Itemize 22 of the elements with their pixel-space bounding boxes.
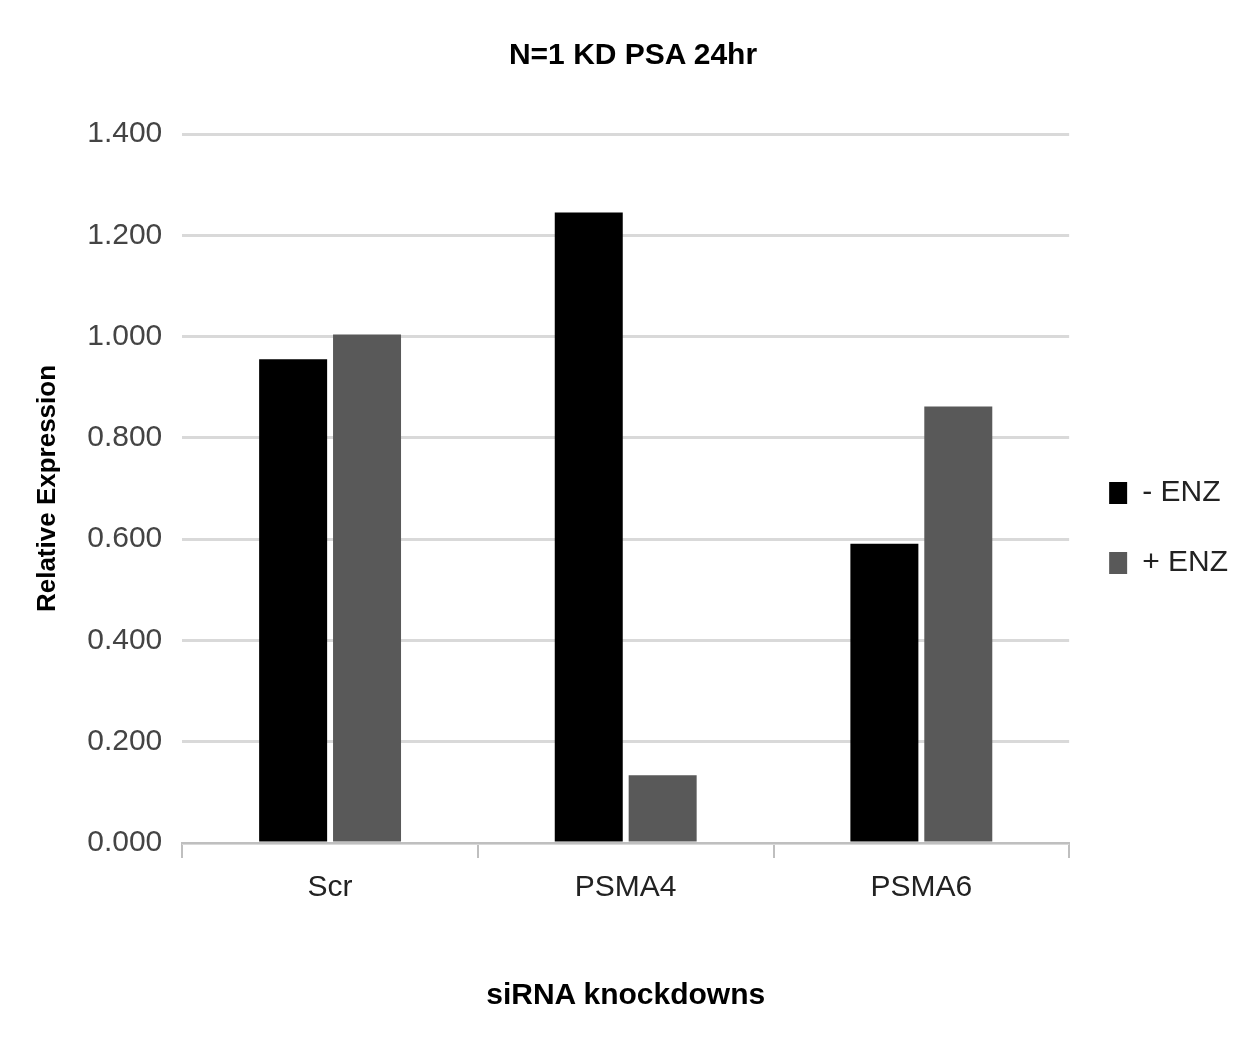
- bar: [259, 359, 328, 842]
- y-tick-label: 0.800: [87, 419, 163, 453]
- bar: [333, 334, 402, 842]
- y-tick-label: 1.000: [87, 317, 163, 351]
- bar: [628, 775, 697, 842]
- x-tick-label: Scr: [307, 869, 353, 903]
- y-tick-label: 0.600: [87, 520, 163, 554]
- x-axis-title: siRNA knockdowns: [486, 977, 766, 1011]
- y-axis-title: Relative Expression: [30, 364, 61, 613]
- chart-title: N=1 KD PSA 24hr: [508, 37, 758, 71]
- legend-label: + ENZ: [1142, 544, 1228, 578]
- y-tick-label: 0.400: [87, 621, 163, 655]
- bar: [850, 543, 919, 842]
- y-tick-label: 1.200: [87, 216, 163, 250]
- y-tick-label: 0.200: [87, 722, 163, 756]
- y-tick-label: 1.400: [87, 115, 163, 149]
- legend-label: - ENZ: [1142, 474, 1221, 508]
- x-tick-label: PSMA4: [574, 869, 677, 903]
- x-tick-label: PSMA6: [870, 869, 973, 903]
- bar: [924, 406, 993, 842]
- bar: [554, 212, 623, 842]
- y-tick-label: 0.000: [87, 824, 163, 858]
